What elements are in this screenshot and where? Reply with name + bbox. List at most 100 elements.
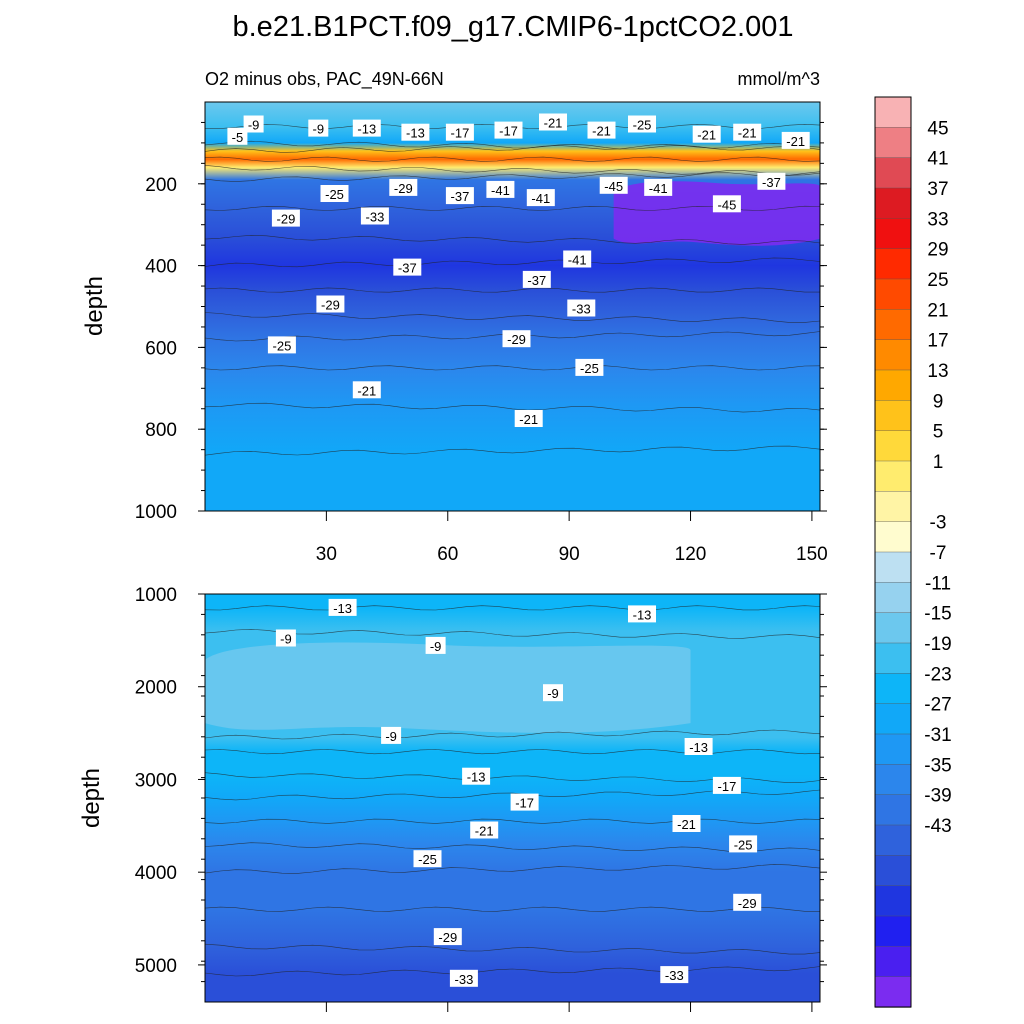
contour-label-text: -33 bbox=[455, 972, 474, 987]
upper-contour-label: -37 bbox=[522, 270, 551, 288]
upper-contour-line bbox=[204, 445, 821, 456]
colorbar-box bbox=[874, 976, 912, 1008]
colorbar-label: 41 bbox=[927, 149, 948, 170]
upper-contour-label: -41 bbox=[644, 178, 673, 196]
contour-label-text: -33 bbox=[665, 968, 684, 983]
units-label: mmol/m^3 bbox=[738, 69, 820, 89]
upper-contour-label: -25 bbox=[320, 185, 349, 202]
contour-label-box bbox=[494, 121, 523, 139]
contour-label-box bbox=[684, 738, 713, 755]
colorbar-box bbox=[874, 157, 912, 189]
contour-label-text: -37 bbox=[527, 273, 546, 288]
contour-label-box bbox=[470, 821, 499, 839]
x-tick-label: 60 bbox=[437, 544, 458, 565]
colorbar-box bbox=[874, 491, 912, 523]
contour-label-text: -41 bbox=[531, 191, 550, 206]
contour-label-text: -21 bbox=[544, 116, 563, 131]
upper-contour-label: -33 bbox=[567, 299, 596, 317]
contour-label-text: -41 bbox=[568, 253, 587, 268]
colorbar-label: 13 bbox=[927, 361, 948, 382]
colorbar-label: 5 bbox=[933, 422, 944, 443]
upper-contour-label: -21 bbox=[733, 123, 762, 141]
lower-anomaly-region bbox=[205, 642, 691, 733]
contour-label-text: -9 bbox=[280, 632, 292, 647]
contour-label-text: -29 bbox=[507, 332, 526, 347]
contour-label-box bbox=[445, 187, 474, 205]
contour-label-text: -9 bbox=[385, 729, 397, 744]
lower-ylabel: depth bbox=[78, 768, 105, 828]
contour-label-text: -17 bbox=[451, 126, 470, 141]
colorbar-label: -11 bbox=[925, 573, 951, 594]
contour-label-box bbox=[275, 629, 296, 647]
upper-contour-line bbox=[204, 234, 821, 245]
contour-label-text: -41 bbox=[649, 181, 668, 196]
lower-contour-label: -25 bbox=[413, 850, 442, 868]
colorbar-box bbox=[874, 915, 912, 948]
lower-contour-line bbox=[204, 818, 821, 824]
contour-label-text: -21 bbox=[519, 412, 538, 427]
colorbar-box bbox=[874, 855, 912, 887]
colorbar-label: -31 bbox=[924, 725, 951, 746]
contour-label-box bbox=[510, 793, 539, 811]
contour-label-box bbox=[271, 209, 300, 227]
colorbar-label: -23 bbox=[924, 664, 951, 685]
contour-label-box bbox=[328, 598, 357, 616]
lower-contour-label: -21 bbox=[672, 815, 701, 832]
colorbar-box bbox=[874, 309, 912, 341]
contour-label-box bbox=[502, 330, 531, 348]
x-tick-label: 30 bbox=[316, 544, 337, 565]
contour-label-text: -29 bbox=[738, 896, 757, 911]
colorbar-box bbox=[874, 248, 912, 280]
contour-label-box bbox=[660, 966, 689, 984]
upper-contour-label: -21 bbox=[692, 125, 721, 143]
colorbar-label: 21 bbox=[927, 300, 948, 321]
contour-label-box bbox=[381, 726, 402, 744]
contour-label-box bbox=[543, 684, 563, 702]
upper-contour-labels: -5 -9 -9 -13 -13 -17 -17 -21 -21 -25 -21 -21 -21 -25 -… bbox=[227, 113, 810, 427]
contour-label-box bbox=[462, 767, 491, 785]
contour-label-box bbox=[781, 131, 810, 149]
upper-contour-label: -29 bbox=[502, 330, 531, 348]
upper-contour-label: -25 bbox=[628, 115, 656, 133]
colorbar-label: -7 bbox=[930, 543, 947, 564]
lower-contour-label: -9 bbox=[425, 636, 446, 654]
contour-label-text: -25 bbox=[580, 361, 599, 376]
upper-contour-label: -9 bbox=[308, 119, 329, 137]
upper-contour-label: -29 bbox=[271, 209, 300, 227]
upper-contour-label: -9 bbox=[243, 115, 264, 133]
lower-contour-label: -13 bbox=[328, 598, 357, 616]
contour-label-text: -17 bbox=[499, 124, 518, 139]
lower-contour-line bbox=[204, 842, 821, 853]
colorbar-box bbox=[874, 460, 912, 493]
lower-contour-label: -9 bbox=[275, 629, 296, 647]
contour-label-text: -13 bbox=[333, 601, 352, 616]
contour-label-text: -25 bbox=[418, 852, 437, 867]
contour-label-box bbox=[389, 178, 418, 196]
contour-label-box bbox=[563, 250, 592, 268]
contour-label-box bbox=[352, 381, 381, 399]
contour-label-text: -21 bbox=[357, 383, 376, 398]
contour-label-box bbox=[757, 172, 786, 190]
y-tick-label: 600 bbox=[145, 338, 177, 359]
colorbar-box bbox=[874, 642, 912, 675]
contour-label-box bbox=[599, 176, 628, 194]
lower-contour-label: -13 bbox=[684, 738, 713, 755]
y-tick-label: 1000 bbox=[135, 502, 177, 523]
lower-contour-label: -13 bbox=[628, 605, 656, 623]
contour-label-box bbox=[733, 123, 762, 141]
colorbar-box bbox=[874, 551, 912, 584]
upper-contour-line bbox=[204, 402, 821, 413]
contour-label-box bbox=[360, 207, 389, 225]
colorbar-box bbox=[874, 521, 912, 553]
upper-contour-label: -37 bbox=[445, 187, 474, 205]
contour-label-text: -21 bbox=[786, 134, 805, 149]
upper-contour-label: -25 bbox=[267, 336, 296, 354]
contour-label-text: -33 bbox=[572, 302, 591, 317]
upper-contour-label: -33 bbox=[360, 207, 389, 225]
y-tick-label: 4000 bbox=[135, 863, 177, 884]
upper-contour-line bbox=[204, 287, 820, 293]
contour-label-text: -45 bbox=[718, 197, 737, 212]
contour-label-box bbox=[526, 189, 555, 207]
colorbar-label: -27 bbox=[924, 695, 951, 716]
lower-contour-line bbox=[204, 864, 821, 874]
